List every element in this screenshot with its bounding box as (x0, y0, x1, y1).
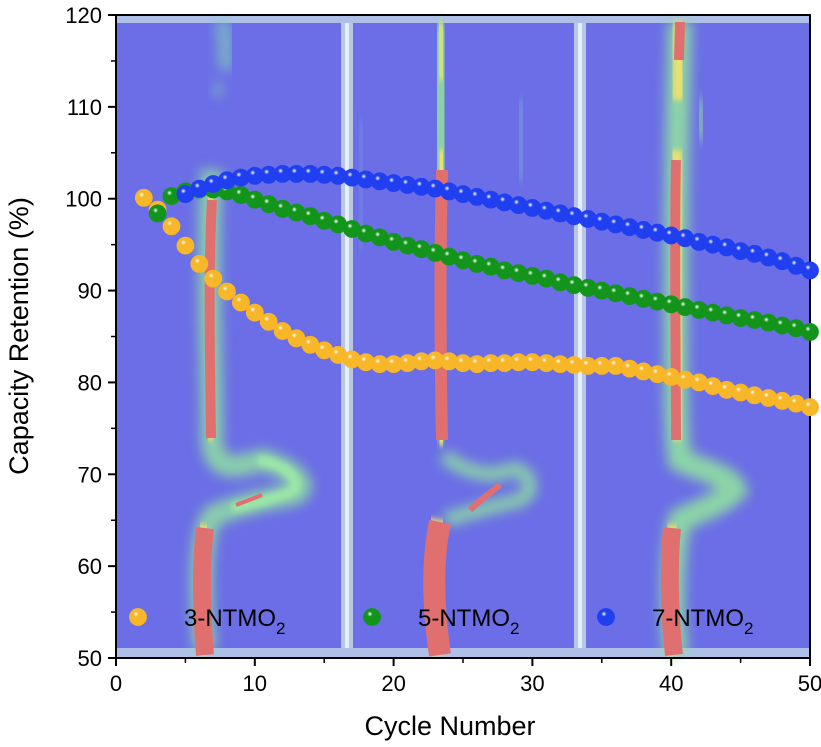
panel-top-band (116, 15, 810, 23)
panel-1-streaks (182, 21, 312, 657)
data-point (190, 254, 209, 273)
legend-label-main: 7-NTMO (652, 605, 744, 632)
y-tick-label: 50 (78, 646, 102, 671)
data-point (204, 269, 223, 288)
legend-item: 7-NTMO2 (597, 605, 753, 638)
series-0-points (134, 188, 819, 417)
data-point (801, 322, 819, 341)
xrd-contour-background (116, 15, 810, 658)
legend-label: 3-NTMO2 (184, 605, 285, 638)
y-tick-label: 80 (78, 370, 102, 395)
legend-marker (363, 608, 381, 626)
series-2-points (176, 164, 819, 280)
x-tick-label: 10 (243, 671, 267, 696)
legend-label-main: 5-NTMO (418, 605, 510, 632)
y-axis-title: Capacity Retention (%) (4, 197, 34, 475)
data-point (134, 188, 153, 207)
series-layer (134, 164, 819, 417)
x-tick-label: 20 (381, 671, 405, 696)
legend: 3-NTMO2 5-NTMO2 7-NTMO2 (129, 605, 753, 638)
y-tick-label: 110 (67, 95, 102, 120)
series-1-points (148, 180, 819, 341)
x-axis-ticks: 0 10 20 30 40 50 (110, 658, 821, 696)
data-point (259, 312, 278, 331)
panel-bottom-band (116, 648, 810, 658)
legend-label-subscript: 2 (510, 619, 519, 638)
x-axis-title: Cycle Number (364, 711, 535, 741)
y-axis-ticks: 50 60 70 80 90 100 110 120 (65, 3, 116, 671)
data-point (801, 261, 819, 280)
axes: 0 10 20 30 40 50 50 60 70 80 90 100 110 120 Cycle Nu… (4, 3, 821, 741)
data-point (176, 236, 195, 255)
legend-marker (597, 608, 615, 626)
data-point (273, 322, 292, 340)
legend-item: 5-NTMO2 (363, 605, 519, 638)
data-point (218, 282, 236, 301)
y-tick-label: 100 (65, 187, 102, 212)
legend-label: 7-NTMO2 (652, 605, 753, 638)
y-tick-label: 70 (78, 462, 102, 487)
data-point (231, 293, 250, 312)
data-point (801, 398, 819, 417)
legend-label-subscript: 2 (744, 619, 753, 638)
legend-label-main: 3-NTMO (184, 605, 276, 632)
y-tick-label: 120 (65, 3, 102, 28)
y-tick-label: 60 (78, 554, 102, 579)
x-tick-label: 0 (110, 671, 122, 696)
x-tick-label: 30 (520, 671, 544, 696)
y-tick-label: 90 (78, 279, 102, 304)
legend-marker (129, 608, 147, 626)
data-point (148, 204, 167, 223)
legend-label: 5-NTMO2 (418, 605, 519, 638)
data-point (245, 303, 264, 322)
panel-divider (345, 15, 349, 658)
panel-divider (578, 15, 582, 658)
legend-label-subscript: 2 (276, 619, 285, 638)
data-point (162, 217, 181, 236)
x-tick-label: 50 (798, 671, 821, 696)
x-tick-label: 40 (659, 671, 683, 696)
legend-item: 3-NTMO2 (129, 605, 285, 638)
panel-3-streaks (657, 21, 749, 657)
